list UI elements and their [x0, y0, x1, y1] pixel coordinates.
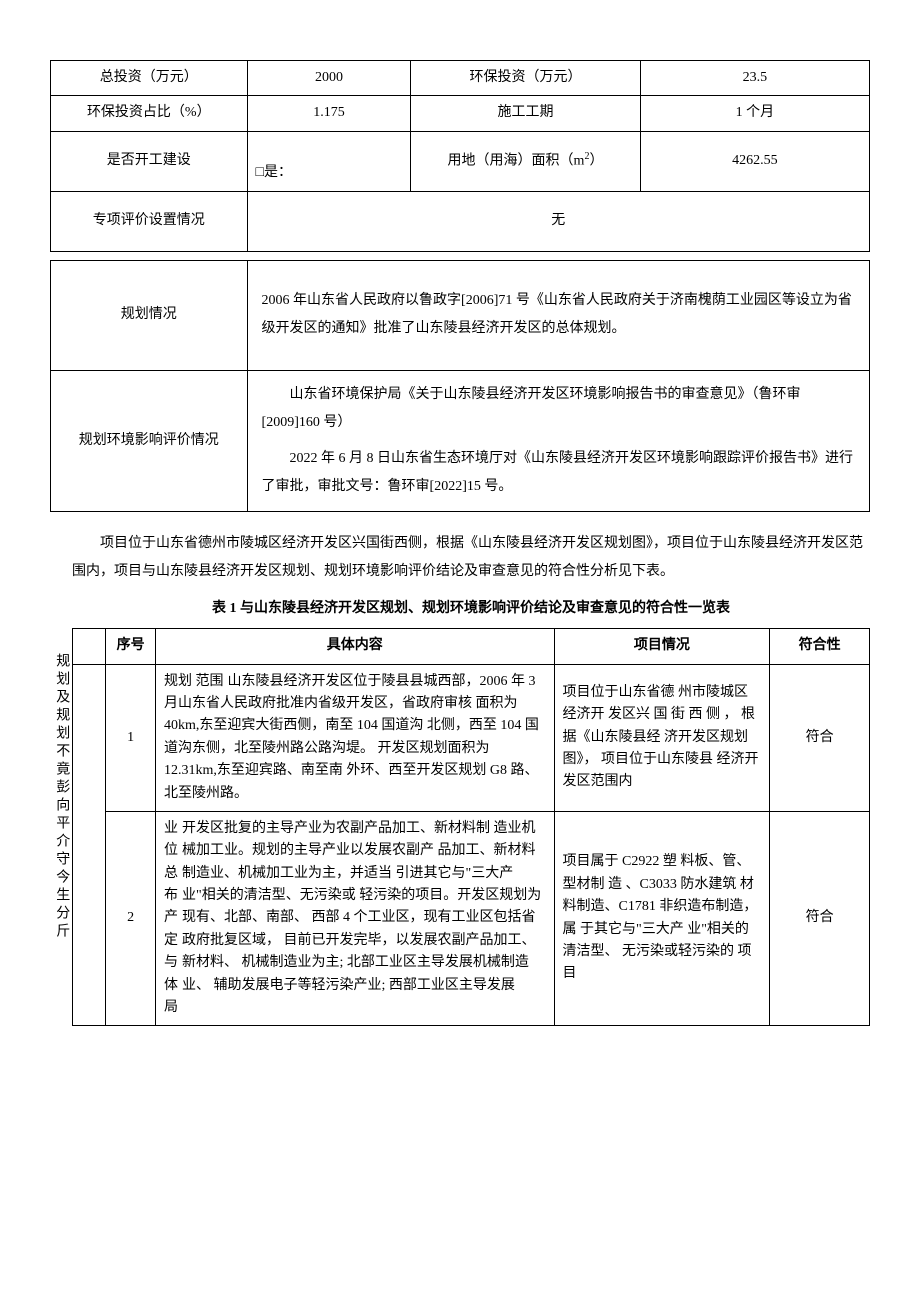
table-row: 1 规划 范围山东陵县经济开发区位于陵县县城西部，2006 年 3 月山东省人民… [73, 664, 870, 811]
label-planning: 规划情况 [51, 260, 248, 370]
table-row: 2 业位总布 产定与体局开发区批复的主导产业为农副产品加工、新材料制 造业机械加… [73, 811, 870, 1026]
cell-conf: 符合 [770, 664, 870, 811]
val-area: 4262.55 [640, 131, 869, 191]
compliance-section: 规划及规划不竟彭向平介守今生分斤 项目位于山东省德州市陵城区经济开发区兴国街西侧… [50, 520, 870, 1035]
cell-situation: 项目属于 C2922 塑 料板、管、型材制 造 、C3033 防水建筑 材料制造… [554, 811, 770, 1026]
val-special-eval: 无 [247, 191, 869, 251]
val-env-invest: 23.5 [640, 61, 869, 96]
table-caption: 表 1 与山东陵县经济开发区规划、规划环境影响评价结论及审查意见的符合性一览表 [72, 598, 870, 620]
cell-no: 1 [106, 664, 156, 811]
cell-blank [73, 664, 106, 1026]
val-eia: 山东省环境保护局《关于山东陵县经济开发区环境影响报告书的审查意见》（鲁环审[20… [247, 370, 869, 511]
cell-no: 2 [106, 811, 156, 1026]
section-side-label: 规划及规划不竟彭向平介守今生分斤 [50, 520, 72, 1035]
label-special-eval: 专项评价设置情况 [51, 191, 248, 251]
col-content: 具体内容 [156, 629, 555, 664]
cell-conf: 符合 [770, 811, 870, 1026]
val-total-invest: 2000 [247, 61, 411, 96]
val-env-ratio: 1.175 [247, 96, 411, 131]
label-env-invest: 环保投资（万元） [411, 61, 640, 96]
cell-situation: 项目位于山东省德 州市陵城区经济开 发区兴 国 街 西 侧 ， 根 据《山东陵县… [554, 664, 770, 811]
label-area: 用地（用海）面积（m2） [411, 131, 640, 191]
label-started: 是否开工建设 [51, 131, 248, 191]
label-env-ratio: 环保投资占比（%） [51, 96, 248, 131]
val-duration: 1 个月 [640, 96, 869, 131]
intro-paragraph: 项目位于山东省德州市陵城区经济开发区兴国街西侧，根据《山东陵县经济开发区规划图》… [72, 530, 870, 586]
cell-content: 业位总布 产定与体局开发区批复的主导产业为农副产品加工、新材料制 造业机械加工业… [156, 811, 555, 1026]
investment-table: 总投资（万元） 2000 环保投资（万元） 23.5 环保投资占比（%） 1.1… [50, 60, 870, 252]
col-conf: 符合性 [770, 629, 870, 664]
conformity-table: 序号 具体内容 项目情况 符合性 1 规划 范围山东陵县经济开发区位于陵县县城西… [72, 628, 870, 1026]
cell-content: 规划 范围山东陵县经济开发区位于陵县县城西部，2006 年 3 月山东省人民政府… [156, 664, 555, 811]
col-no: 序号 [106, 629, 156, 664]
label-duration: 施工工期 [411, 96, 640, 131]
val-planning: 2006 年山东省人民政府以鲁政字[2006]71 号《山东省人民政府关于济南槐… [247, 260, 869, 370]
col-blank [73, 629, 106, 664]
label-total-invest: 总投资（万元） [51, 61, 248, 96]
val-started: □是： [247, 131, 411, 191]
planning-table: 规划情况 2006 年山东省人民政府以鲁政字[2006]71 号《山东省人民政府… [50, 260, 870, 512]
col-situation: 项目情况 [554, 629, 770, 664]
label-eia: 规划环境影响评价情况 [51, 370, 248, 511]
